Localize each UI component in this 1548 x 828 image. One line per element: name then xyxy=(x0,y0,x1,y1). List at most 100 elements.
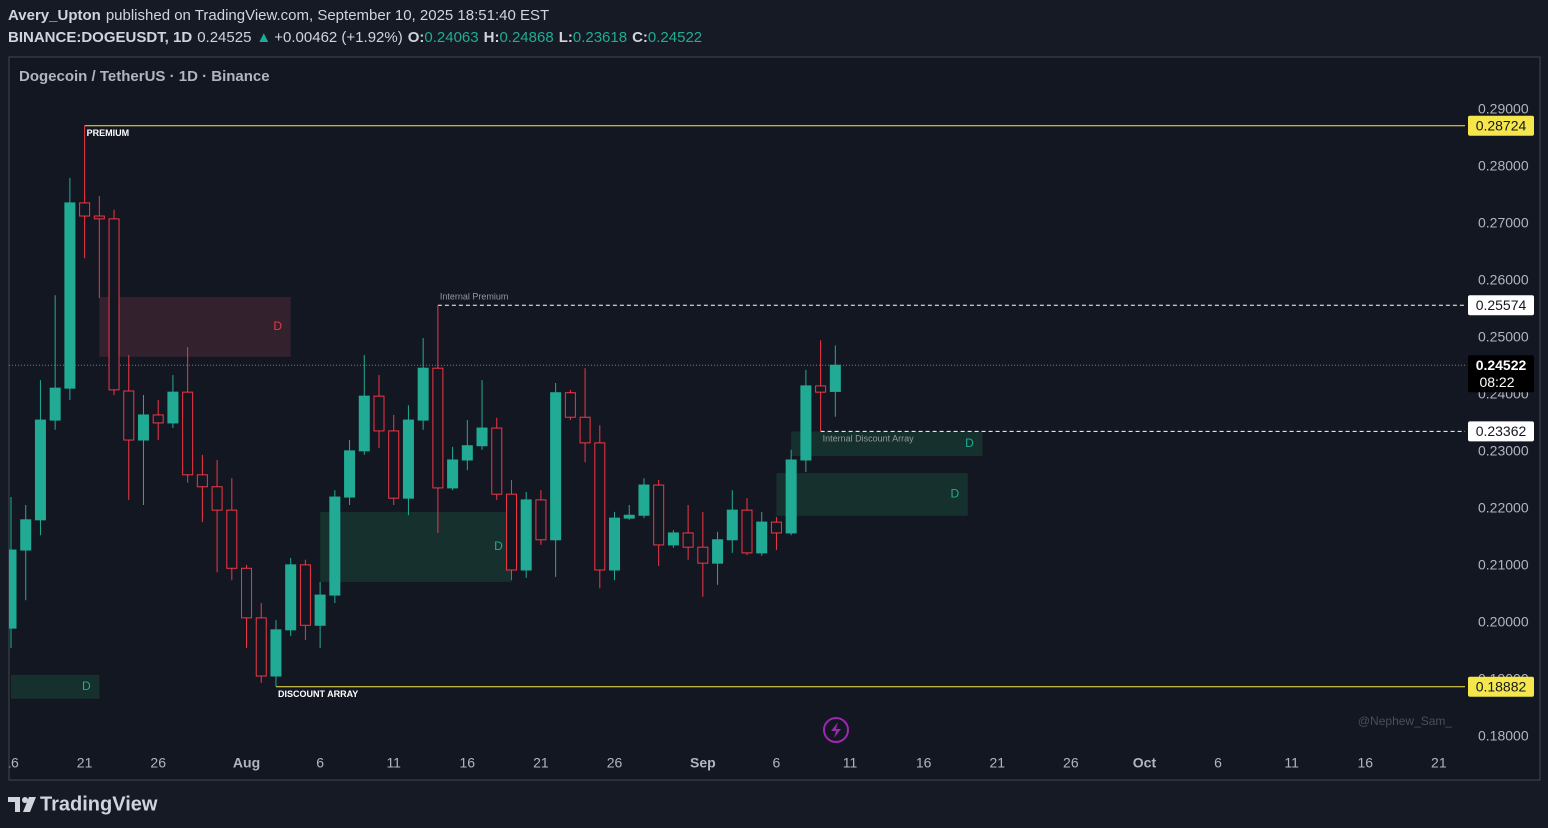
candle xyxy=(211,459,223,573)
candle xyxy=(182,347,194,483)
candle-body xyxy=(373,395,385,432)
candle-body xyxy=(829,364,841,392)
candle-body xyxy=(329,496,341,596)
zone-label: D xyxy=(494,539,503,553)
candle-body xyxy=(20,519,32,551)
candle-body xyxy=(137,414,149,441)
candle xyxy=(682,505,694,560)
candle xyxy=(829,345,841,417)
y-tick-label: 0.28000 xyxy=(1478,158,1529,174)
candle xyxy=(137,395,149,506)
candle xyxy=(79,125,91,259)
level-label: Internal Premium xyxy=(440,292,509,302)
y-axis: 0.180000.190000.200000.210000.220000.230… xyxy=(1468,101,1534,744)
candle xyxy=(815,340,827,432)
candle-body xyxy=(314,594,326,626)
candle-body xyxy=(358,395,370,452)
x-tick-label: 6 xyxy=(1214,755,1222,771)
candle-body xyxy=(182,391,194,476)
candle-body xyxy=(579,416,591,444)
candle-body xyxy=(255,617,267,677)
x-tick-label: 11 xyxy=(386,755,401,771)
candle-body xyxy=(432,367,444,489)
level-label: Internal Discount Array xyxy=(823,434,915,444)
ohlc-value: 0.23618 xyxy=(573,29,627,46)
x-tick-label: 26 xyxy=(150,755,166,771)
x-axis: 16 21 26 Aug 6 11 16 21 26 Sep 6 11 16 21 26 Oct 6 11 16 21 xyxy=(9,755,1447,771)
candle-body xyxy=(93,215,105,220)
last-price-badge xyxy=(1468,355,1534,393)
candle xyxy=(270,620,282,687)
zone xyxy=(320,511,512,582)
zone xyxy=(791,431,983,456)
candle xyxy=(697,511,709,597)
brand: TradingView xyxy=(40,793,158,815)
candle xyxy=(638,478,650,519)
candle xyxy=(196,454,208,523)
arrow: ▲ xyxy=(256,29,271,46)
x-tick-label: Sep xyxy=(690,755,716,771)
candle xyxy=(726,490,738,553)
candle xyxy=(535,490,547,545)
candle xyxy=(579,368,591,463)
candle xyxy=(255,603,267,683)
candle-body xyxy=(402,419,414,499)
candle xyxy=(785,449,797,536)
candle-body xyxy=(785,459,797,534)
x-tick-label: Oct xyxy=(1133,755,1157,771)
ohlc-label: L: xyxy=(559,29,573,46)
candle-body xyxy=(285,564,297,631)
candle-body xyxy=(756,521,768,554)
candle-body xyxy=(64,202,76,389)
y-tick-label: 0.22000 xyxy=(1478,500,1529,516)
candle-body xyxy=(550,392,562,541)
replay-icon[interactable] xyxy=(823,717,849,743)
ohlc-label: H: xyxy=(484,29,500,46)
level-label: DISCOUNT ARRAY xyxy=(278,689,358,699)
symbol: BINANCE:DOGEUSDT, 1D xyxy=(8,29,192,46)
candle xyxy=(609,511,621,581)
x-tick-label: 11 xyxy=(1284,755,1299,771)
candle xyxy=(388,414,400,506)
candle-body xyxy=(461,445,473,461)
price-badge xyxy=(1468,295,1534,316)
author: Avery_Upton xyxy=(8,7,101,24)
price-badge-label: 0.18882 xyxy=(1476,678,1527,694)
candle xyxy=(373,375,385,449)
candle xyxy=(241,564,253,649)
candle-body xyxy=(9,549,17,629)
candle-body xyxy=(417,367,429,421)
candle-body xyxy=(167,391,179,424)
candle-body xyxy=(491,427,503,495)
candle xyxy=(226,478,238,581)
y-tick-label: 0.18000 xyxy=(1478,728,1529,744)
published: published on TradingView.com, September … xyxy=(106,7,549,24)
zone xyxy=(776,473,968,516)
candle-body xyxy=(108,218,120,391)
x-tick-label: 21 xyxy=(533,755,549,771)
price-badge xyxy=(1468,421,1534,442)
candle xyxy=(49,295,61,430)
zone-label: D xyxy=(965,436,974,450)
brand-logo xyxy=(8,797,36,812)
candle xyxy=(653,479,665,566)
candle xyxy=(329,490,341,604)
candle xyxy=(64,177,76,401)
candle-body xyxy=(476,427,488,447)
price-badge-label: 0.28724 xyxy=(1476,117,1527,133)
candle xyxy=(800,369,812,472)
candle-body xyxy=(34,419,46,521)
candle-body xyxy=(712,539,724,564)
candle-body xyxy=(447,459,459,489)
x-tick-label: 21 xyxy=(989,755,1005,771)
candle xyxy=(741,498,753,556)
candle xyxy=(20,505,32,601)
countdown: 08:22 xyxy=(1479,374,1514,390)
candle-body xyxy=(594,442,606,571)
ohlc-value: 0.24063 xyxy=(424,29,478,46)
y-tick-label: 0.20000 xyxy=(1478,614,1529,630)
x-tick-label: Aug xyxy=(233,755,260,771)
y-tick-label: 0.21000 xyxy=(1478,557,1529,573)
x-tick-label: 21 xyxy=(1431,755,1447,771)
ohlc-label: C: xyxy=(632,29,648,46)
